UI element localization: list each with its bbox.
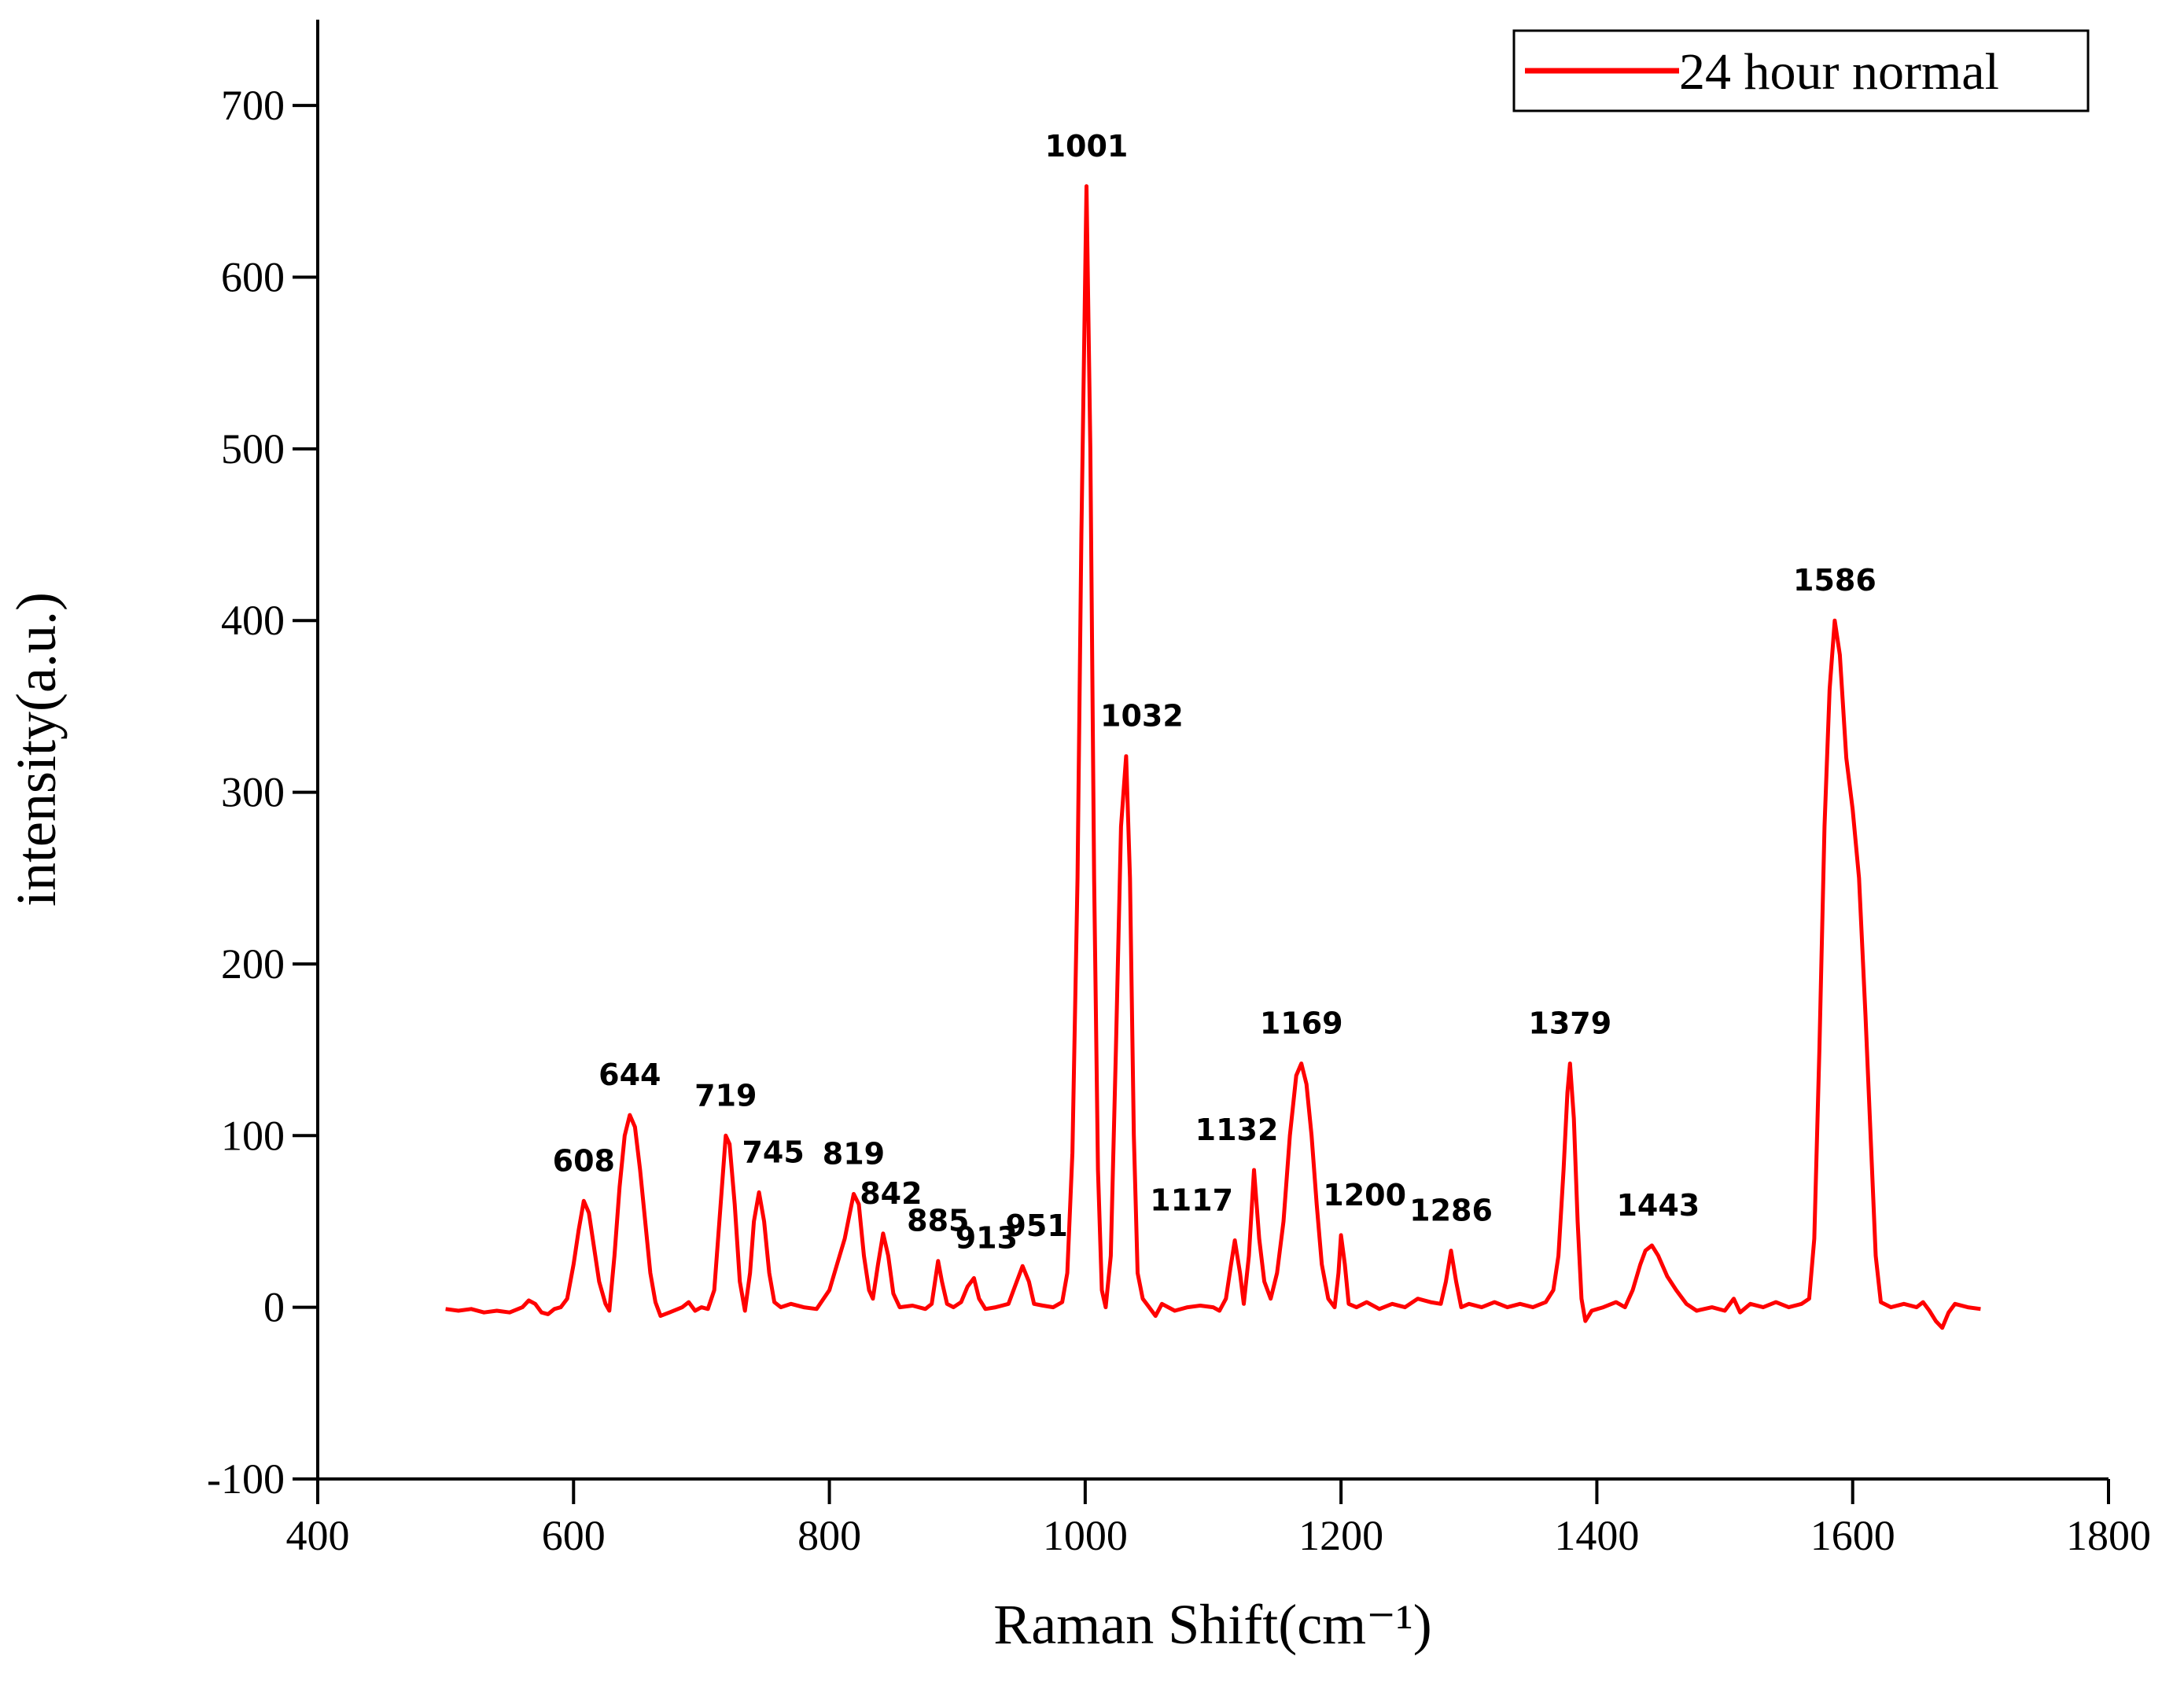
x-tick-label: 1600 [1810,1512,1895,1559]
y-tick-label: 700 [221,82,285,129]
peak-label: 1443 [1616,1188,1700,1223]
peak-label: 885 [907,1204,969,1238]
peak-label: 842 [860,1176,922,1211]
y-tick-label: 300 [221,769,285,816]
peak-label: 608 [553,1143,615,1178]
x-tick-label: 1200 [1298,1512,1383,1559]
peak-label: 1286 [1409,1194,1493,1228]
y-tick-label: 100 [221,1112,285,1159]
x-tick-label: 1800 [2066,1512,2151,1559]
peak-label: 1200 [1323,1178,1406,1212]
peak-label: 745 [742,1135,804,1169]
peak-label: 819 [823,1137,885,1172]
peak-label: 951 [1005,1209,1067,1243]
y-tick-label: 500 [221,425,285,473]
peak-label: 913 [956,1221,1018,1256]
y-tick-label: 400 [221,597,285,644]
y-axis-title: intensity(a.u.) [5,592,68,907]
peak-label: 1117 [1150,1183,1233,1217]
x-tick-label: 1400 [1554,1512,1639,1559]
peak-label: 1032 [1100,699,1184,734]
peak-label: 1132 [1195,1113,1279,1147]
x-tick-label: 800 [797,1512,861,1559]
peak-label: 1001 [1045,129,1129,164]
x-tick-label: 600 [542,1512,606,1559]
peak-label: 1379 [1528,1006,1611,1041]
y-tick-label: 0 [263,1284,285,1331]
legend-label: 24 hour normal [1679,43,1999,101]
x-tick-label: 1000 [1043,1512,1128,1559]
peak-label: 644 [598,1058,661,1092]
peak-label: 1169 [1260,1006,1343,1041]
peak-label: 719 [694,1078,757,1113]
x-tick-label: 400 [286,1512,350,1559]
spectrum-line [445,184,1981,1330]
y-tick-label: 600 [221,254,285,301]
x-axis-title: Raman Shift(cm⁻¹) [993,1593,1431,1656]
y-tick-label: 200 [221,940,285,988]
y-tick-label: -100 [207,1455,285,1503]
peak-label: 1586 [1793,563,1876,598]
